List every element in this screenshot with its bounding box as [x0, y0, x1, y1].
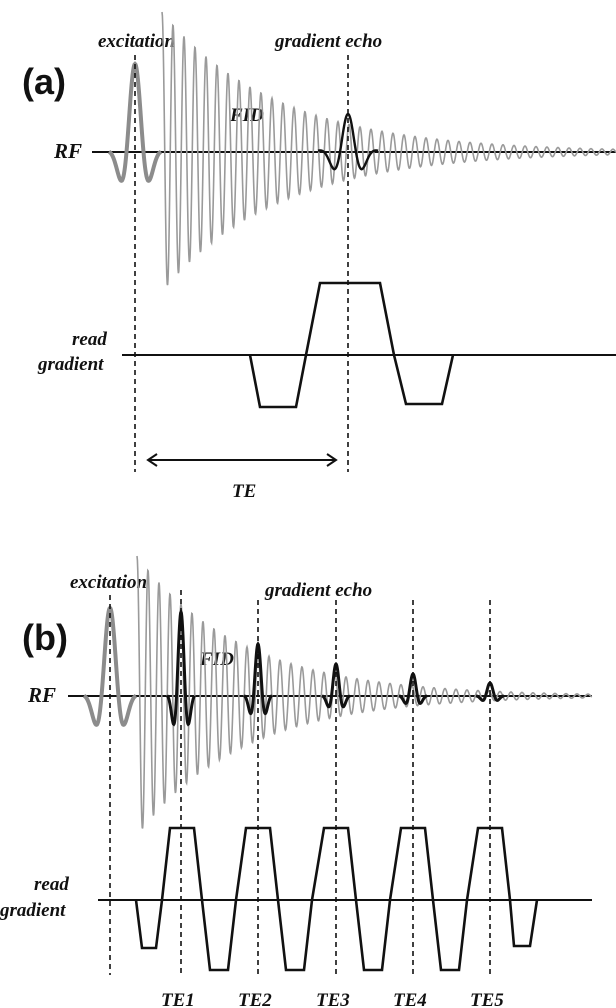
panel-a-te-arrow: [146, 453, 338, 467]
panel-a-rf-label: RF: [53, 139, 82, 163]
panel-b-read-gradient-waveform: [134, 826, 539, 972]
panel-b: (b) excitation gradient echo FID RF read…: [0, 555, 593, 1008]
panel-a-gradient-label: gradient: [37, 354, 104, 375]
panel-b-te4-label: TE4: [393, 990, 427, 1008]
panel-b-te3-label: TE3: [316, 990, 350, 1008]
panel-b-fid-label: FID: [199, 649, 234, 670]
panel-a: (a) excitation gradient echo FID RF read…: [22, 11, 616, 502]
panel-b-gradient-echo-label: gradient echo: [264, 580, 372, 601]
panel-a-label: (a): [22, 61, 66, 102]
panel-b-gradient-label: gradient: [0, 900, 66, 921]
panel-b-read-label: read: [34, 874, 69, 895]
panel-a-fid-signal: [161, 11, 616, 286]
panel-b-excitation-label: excitation: [70, 572, 147, 593]
panel-a-read-label: read: [72, 329, 107, 350]
panel-b-te5-label: TE5: [470, 990, 504, 1008]
panel-a-te-label: TE: [232, 481, 256, 502]
panel-a-excitation-label: excitation: [98, 31, 175, 52]
panel-b-te2-label: TE2: [238, 990, 272, 1008]
panel-b-fid-signal: [136, 555, 593, 829]
panel-b-rf-label: RF: [27, 683, 56, 707]
panel-a-read-gradient-waveform: [248, 281, 455, 409]
panel-b-te1-label: TE1: [161, 990, 195, 1008]
panel-a-gradient-echo-label: gradient echo: [274, 31, 382, 52]
panel-b-label: (b): [22, 617, 68, 658]
panel-b-echo-2: [243, 641, 273, 716]
